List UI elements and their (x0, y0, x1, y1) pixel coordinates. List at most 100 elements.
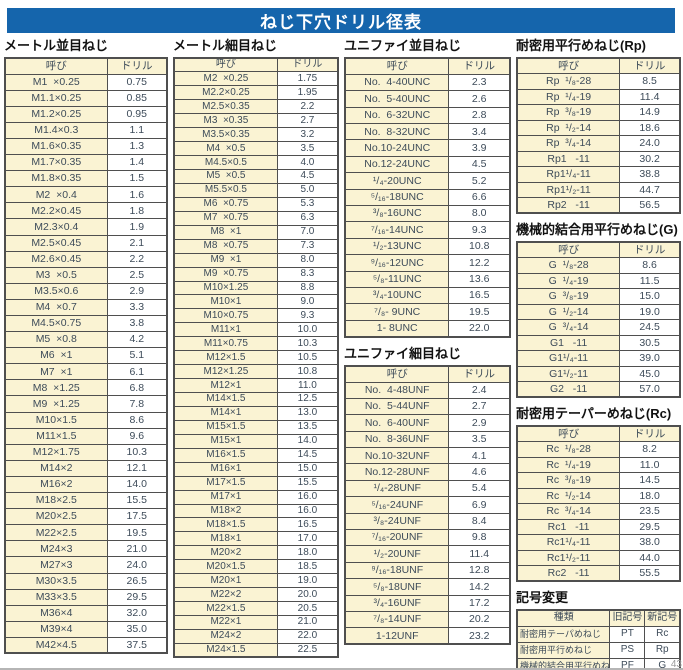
table-row: M36×4 32.0 (4, 604, 168, 622)
name-cell: G1¹/₄-11 (516, 350, 621, 367)
drill-value-cell: 10.8 (448, 237, 511, 256)
name-cell: No.10-32UNF (344, 447, 450, 465)
drill-value-cell: 1.1 (106, 121, 168, 139)
drill-value-cell: 37.5 (106, 636, 168, 654)
header-row: 呼び ドリル (173, 57, 339, 73)
table-row: Rc2 -11 55.5 (516, 565, 681, 582)
name-cell: M2 ×0.4 (4, 186, 108, 204)
table-row: M11×0.75 10.3 (173, 336, 339, 352)
drill-value-cell: 1.9 (106, 218, 168, 236)
name-cell: M14×1.5 (173, 392, 278, 407)
table-row: M18×2 16.0 (173, 503, 339, 519)
section-title-g: 機械的結合用平行めねじ(G) (516, 222, 678, 237)
drill-value-cell: 11.4 (448, 545, 511, 563)
table-row: M1.4×0.3 1.1 (4, 121, 168, 139)
table-row: M30×3.5 26.5 (4, 572, 168, 590)
column-header: ドリル (276, 57, 339, 73)
table-row: M2.3×0.4 1.9 (4, 218, 168, 236)
name-cell: M36×4 (4, 604, 108, 622)
name-cell: M39×4 (4, 620, 108, 638)
table-row: M5 ×0.8 4.2 (4, 331, 168, 349)
drill-value-cell: 15.0 (619, 288, 681, 305)
name-cell: ³/₈-16UNC (344, 205, 450, 223)
name-cell: M22×1 (173, 615, 278, 630)
table-row: M7 ×1 6.1 (4, 363, 168, 381)
drill-value-cell: 38.0 (619, 534, 681, 551)
table-row: M2.6×0.45 2.2 (4, 250, 168, 268)
table-row: M8 ×0.75 7.3 (173, 238, 339, 254)
table-row: No. 8-36UNF 3.5 (344, 430, 511, 449)
rp-table: 呼び ドリル Rp ¹/₈-28 8.5 Rp ¹/₄-19 11.4 Rp ³/₈-19 1… (516, 57, 681, 214)
metric-fine-table: 呼び ドリル M2 ×0.25 1.75 M2.2×0.25 1.95 M2.5×0.35 2… (173, 57, 339, 659)
name-cell: G1¹/₂-11 (516, 365, 621, 382)
table-row: Rp1¹/₂-11 44.7 (516, 181, 681, 198)
table-row: M2 ×0.25 1.75 (173, 71, 339, 87)
table-row: G ¹/₄-19 11.5 (516, 272, 681, 289)
table-row: M24×3 21.0 (4, 540, 168, 558)
drill-value-cell: 13.5 (276, 419, 339, 435)
drill-value-cell: 2.7 (276, 113, 339, 129)
table-row: G ¹/₈-28 8.6 (516, 257, 681, 274)
name-cell: Rc ¹/₈-28 (516, 441, 621, 458)
name-cell: Rc ³/₈-19 (516, 472, 621, 489)
drill-value-cell: 3.4 (448, 123, 511, 141)
table-row: G1¹/₄-11 39.0 (516, 350, 681, 367)
name-cell: ⁵/₁₆-18UNC (344, 188, 450, 207)
header-row: 呼び ドリル (344, 365, 511, 383)
drill-value-cell: 44.0 (619, 549, 681, 566)
drill-value-cell: 15.5 (276, 475, 339, 491)
table-row: Rp1¹/₄-11 38.8 (516, 166, 681, 183)
drill-value-cell: 14.0 (276, 433, 339, 449)
name-cell: No. 5-44UNF (344, 397, 450, 416)
drill-value-cell: 1.8 (106, 202, 168, 220)
table-row: M6 ×1 5.1 (4, 347, 168, 365)
table-row: M15×1 14.0 (173, 433, 339, 449)
name-cell: 耐密用平行めねじ (516, 641, 611, 660)
drill-value-cell: 13.6 (448, 270, 511, 288)
drill-value-cell: 14.5 (619, 472, 681, 489)
drill-value-cell: Rc (644, 625, 681, 643)
table-row: Rc1 -11 29.5 (516, 518, 681, 535)
name-cell: G1 -11 (516, 334, 621, 351)
header-row: 呼び ドリル (516, 241, 681, 258)
drill-value-cell: 22.0 (448, 319, 511, 338)
table-row: M20×2.5 17.5 (4, 508, 168, 526)
drill-value-cell: 22.0 (276, 628, 339, 644)
table-row: M18×2.5 15.5 (4, 492, 168, 510)
drill-value-cell: 29.5 (619, 518, 681, 535)
name-cell: M7 ×1 (4, 363, 108, 381)
name-cell: G2 -11 (516, 381, 621, 398)
table-row: M9 ×0.75 8.3 (173, 266, 339, 282)
name-cell: ⁷/₁₆-20UNF (344, 529, 450, 547)
table-row: No.10-24UNC 3.9 (344, 139, 511, 157)
section-title-symbol-change: 記号変更 (516, 590, 569, 605)
name-cell: M22×1.5 (173, 601, 278, 616)
table-row: G1¹/₂-11 45.0 (516, 365, 681, 382)
drill-value-cell: 16.5 (276, 517, 339, 533)
table-row: M39×4 35.0 (4, 620, 168, 638)
name-cell: M2.2×0.25 (173, 85, 278, 101)
table-row: M18×1 17.0 (173, 531, 339, 547)
table-row: M4.5×0.5 4.0 (173, 155, 339, 170)
name-cell: No. 4-40UNC (344, 73, 450, 92)
drill-value-cell: 2.2 (276, 99, 339, 115)
name-cell: M11×1.5 (4, 427, 108, 445)
table-row: M4.5×0.75 3.8 (4, 314, 168, 333)
drill-value-cell: 20.2 (448, 610, 511, 629)
name-cell: No. 6-40UNF (344, 414, 450, 432)
table-row: M17×1.5 15.5 (173, 475, 339, 491)
drill-value-cell: 15.0 (276, 461, 339, 477)
name-cell: 機械的結合用平行めねじ (516, 658, 611, 668)
table-row: M7 ×0.75 6.3 (173, 210, 339, 226)
table-row: ⁵/₈-11UNC 13.6 (344, 270, 511, 288)
name-cell: M11×1 (173, 322, 278, 338)
table-row: M42×4.5 37.5 (4, 636, 168, 654)
section-metric-fine: メートル細目ねじ 呼び ドリル M2 ×0.25 1.75 M2.2×0.25 1.95 M… (173, 38, 339, 659)
drill-value-cell: 7.3 (276, 238, 339, 254)
column-header: 呼び (344, 365, 450, 383)
name-cell: M17×1 (173, 489, 278, 505)
table-row: ³/₈-24UNF 8.4 (344, 512, 511, 531)
metric-coarse-table: 呼び ドリル M1 ×0.25 0.75 M1.1×0.25 0.85 M1.2×0.25 0… (4, 57, 168, 655)
table-row: ¹/₂-13UNC 10.8 (344, 237, 511, 256)
table-row: No. 6-32UNC 2.8 (344, 106, 511, 125)
